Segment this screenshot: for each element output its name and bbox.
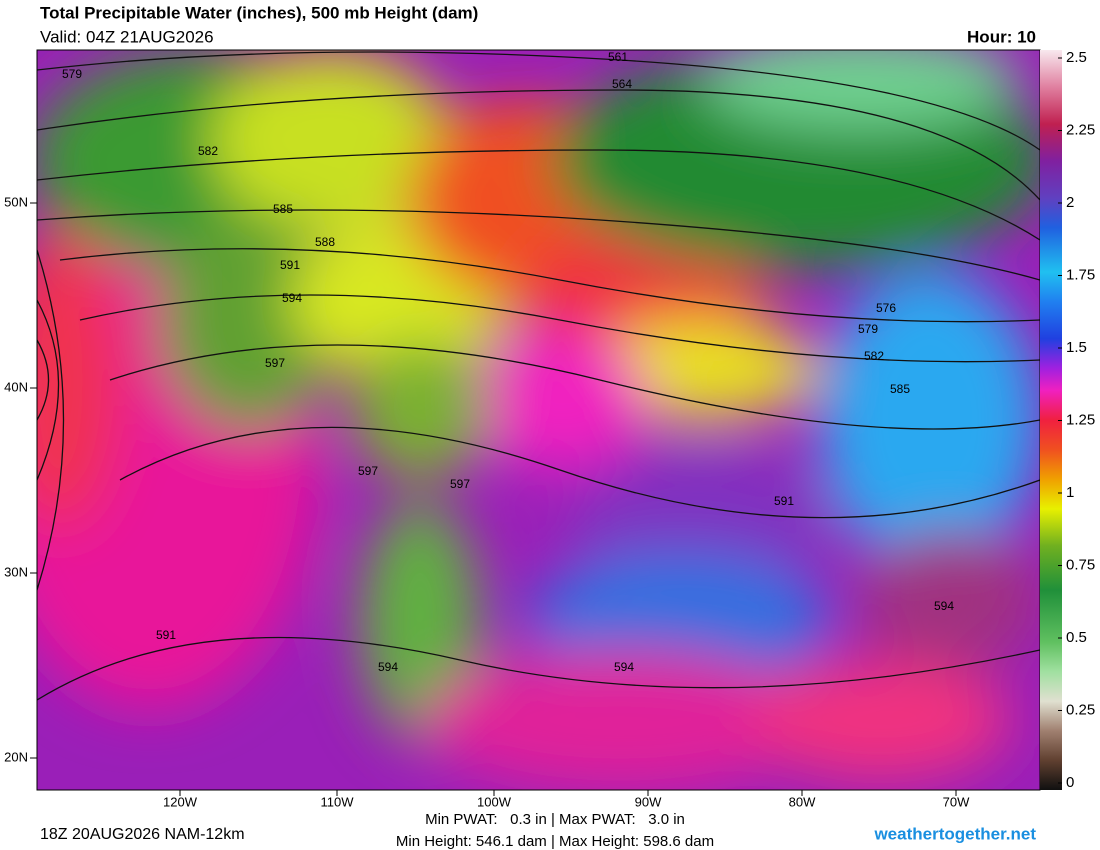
lon-label: 80W (789, 794, 816, 809)
contour-label: 591 (280, 258, 300, 272)
contour-label: 561 (608, 50, 628, 64)
forecast-hour: Hour: 10 (967, 27, 1036, 46)
colorbar (1040, 50, 1062, 790)
lat-label: 50N (4, 194, 28, 209)
colorbar-label: 1.75 (1066, 266, 1095, 283)
contour-label: 594 (282, 291, 302, 305)
lat-label: 30N (4, 564, 28, 579)
lat-label: 20N (4, 749, 28, 764)
colorbar-label: 0.75 (1066, 556, 1095, 573)
contour-label: 597 (265, 356, 285, 370)
contour-label: 591 (774, 494, 794, 508)
colorbar-label: 2.5 (1066, 49, 1087, 66)
colorbar-label: 0 (1066, 774, 1074, 791)
contour-label: 594 (614, 660, 634, 674)
contour-label: 579 (62, 67, 82, 81)
contour-label: 579 (858, 322, 878, 336)
lon-label: 110W (321, 794, 355, 809)
lon-label: 100W (477, 794, 512, 809)
contour-label: 594 (934, 599, 954, 613)
contour-label: 576 (876, 301, 896, 315)
lon-label: 120W (163, 794, 198, 809)
contour-label: 585 (273, 202, 293, 216)
map-field (37, 50, 1040, 790)
site-credit: weathertogether.net (873, 824, 1036, 843)
contour-label: 591 (156, 628, 176, 642)
colorbar-label: 2 (1066, 194, 1074, 211)
colorbar-label: 2.25 (1066, 121, 1095, 138)
lat-label: 40N (4, 379, 28, 394)
height-range: Min Height: 546.1 dam | Max Height: 598.… (396, 833, 714, 850)
colorbar-label: 1.25 (1066, 411, 1095, 428)
model-run: 18Z 20AUG2026 NAM-12km (40, 826, 245, 843)
colorbar-label: 1 (1066, 484, 1074, 501)
contour-label: 597 (358, 464, 378, 478)
contour-label: 564 (612, 77, 632, 91)
contour-label: 588 (315, 235, 335, 249)
lon-label: 70W (943, 794, 970, 809)
colorbar-label: 0.5 (1066, 629, 1087, 646)
contour-label: 582 (198, 144, 218, 158)
contour-label: 597 (450, 477, 470, 491)
pwat-range: Min PWAT: 0.3 in | Max PWAT: 3.0 in (425, 811, 685, 828)
colorbar-label: 1.5 (1066, 339, 1087, 356)
contour-label: 582 (864, 349, 884, 363)
contour-label: 585 (890, 382, 910, 396)
title: Total Precipitable Water (inches), 500 m… (40, 3, 478, 22)
lon-label: 90W (635, 794, 662, 809)
valid-time: Valid: 04Z 21AUG2026 (40, 27, 214, 46)
contour-label: 594 (378, 660, 398, 674)
colorbar-label: 0.25 (1066, 701, 1095, 718)
